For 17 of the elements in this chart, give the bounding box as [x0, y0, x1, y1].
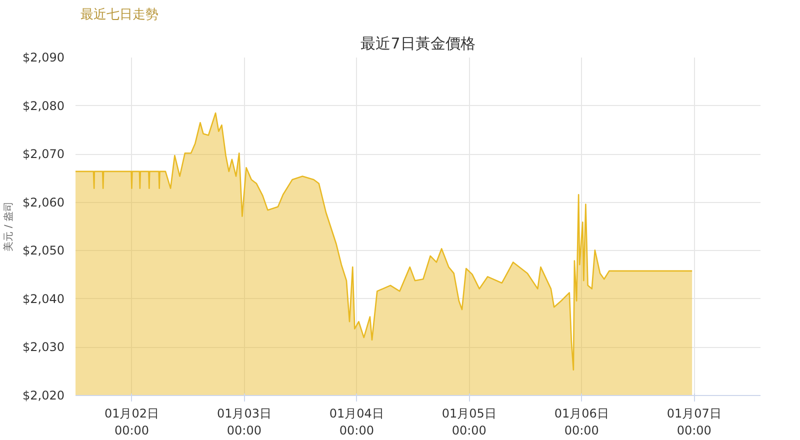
- y-tick-label: $2,070: [22, 147, 65, 162]
- text: 最近七日走勢: [80, 8, 158, 22]
- x-tick-label: 01月06日 00:00: [554, 406, 609, 438]
- y-tick-label: $2,050: [22, 244, 65, 258]
- x-tick-label: 01月05日 00:00: [442, 406, 496, 438]
- x-tick-label: 01月07日 00:00: [666, 406, 722, 438]
- y-tick-label: $2,040: [22, 292, 65, 306]
- y-axis-title: 美元 / 盎司: [2, 202, 15, 252]
- y-tick-label: $2,020: [22, 388, 65, 402]
- y-tick-label: $2,030: [22, 340, 65, 354]
- x-tick-label: 01月03日 00:00: [216, 406, 272, 438]
- x-tick-label: 01月02日 00:00: [104, 406, 160, 438]
- x-tick-label: 01月04日 00:00: [329, 406, 384, 438]
- y-tick-label: $2,090: [22, 50, 65, 64]
- y-tick-label: $2,080: [22, 98, 65, 113]
- chart-title: 最近7日黃金價格: [360, 34, 476, 52]
- y-tick-label: $2,060: [22, 195, 65, 210]
